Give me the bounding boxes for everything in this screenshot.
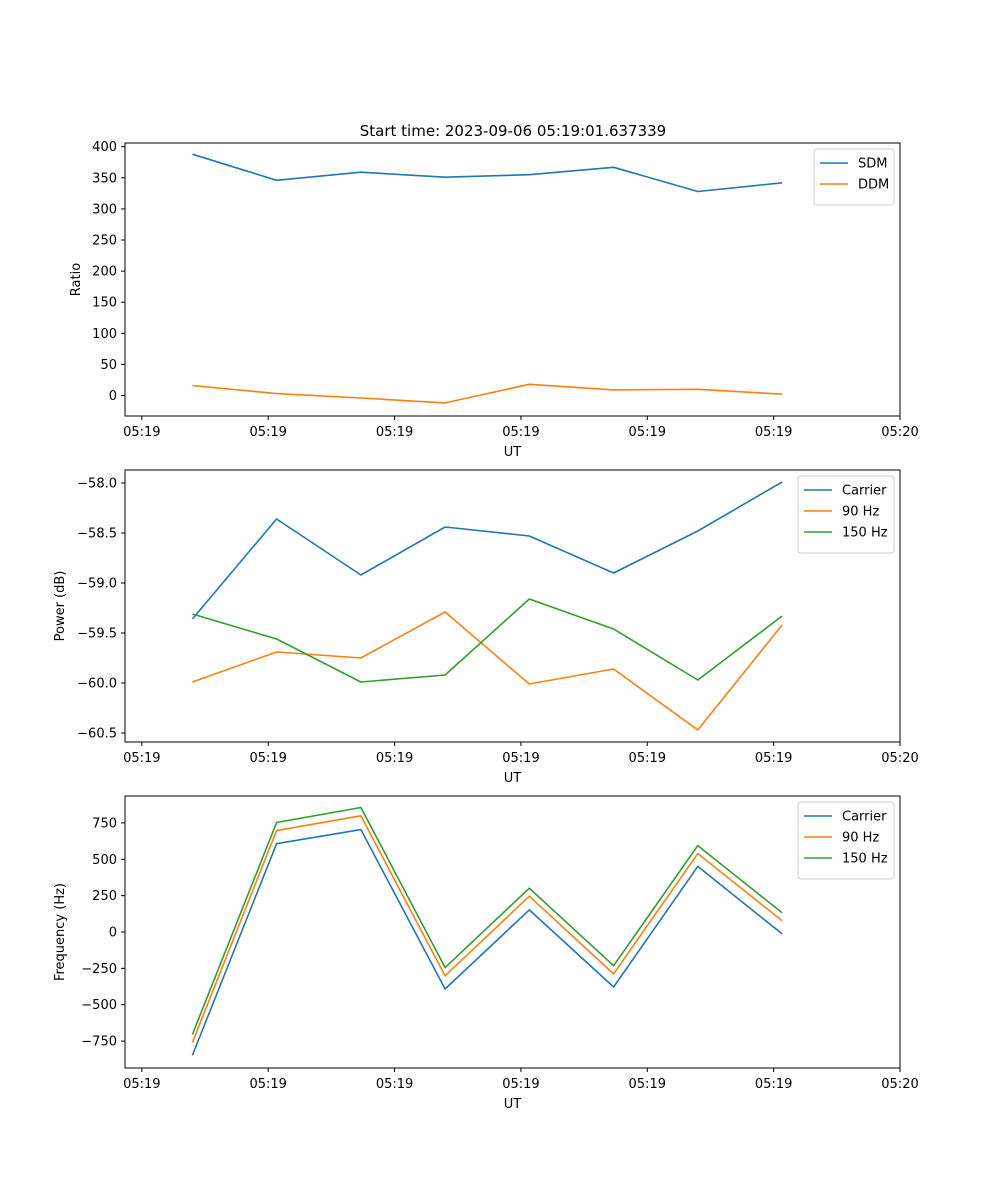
series-line-150-hz [192,598,783,683]
legend-label: 150 Hz [842,852,888,867]
x-tick-label: 05:19 [629,425,666,440]
x-tick-label: 05:20 [881,425,918,440]
y-tick-label: −60.5 [77,727,117,742]
x-tick-label: 05:19 [502,1077,539,1092]
plot-frame [124,469,901,743]
legend-label: 90 Hz [842,831,879,846]
legend: Carrier 90 Hz 150 Hz [797,475,895,554]
x-tick-label: 05:19 [123,751,160,766]
legend-label: DDM [858,178,889,193]
y-tick-label: −59.0 [77,577,117,592]
x-tick-label: 05:19 [376,1077,413,1092]
plot-frame [124,142,901,417]
x-tick-label: 05:19 [123,1077,160,1092]
y-tick-label: 0 [109,389,117,404]
legend-label: 90 Hz [842,505,879,520]
x-axis-label: UT [504,445,522,460]
x-tick-label: 05:19 [755,1077,792,1092]
y-tick-label: −500 [81,998,117,1013]
y-axis-label: Ratio [69,263,84,296]
x-tick-label: 05:19 [376,425,413,440]
x-axis-label: UT [504,1097,522,1112]
legend-label: SDM [858,157,887,172]
legend-box [797,801,895,880]
series-line-carrier [191,828,783,1056]
x-tick-label: 05:19 [629,751,666,766]
x-tick-label: 05:19 [755,425,792,440]
y-tick-label: 50 [100,358,117,373]
x-tick-label: 05:19 [376,751,413,766]
legend-label: Carrier [842,484,887,499]
y-tick-label: −60.0 [77,677,117,692]
frequency-panel: 05:19 05:19 05:19 05:19 05:19 05:19 05:20 −750 −… [53,795,919,1112]
series-line-90-hz [192,611,783,731]
y-tick-label: 300 [92,202,117,217]
series-line-carrier [191,481,783,620]
series-line-90-hz [191,814,783,1043]
plot-frame [124,795,901,1069]
y-tick-label: −58.5 [77,527,117,542]
y-tick-label: −250 [81,962,117,977]
y-tick-label: 250 [92,889,117,904]
ratio-panel: 05:19 05:19 05:19 05:19 05:19 05:19 05:20 0 50 10… [69,140,919,460]
y-tick-label: 150 [92,296,117,311]
y-axis-label: Frequency (Hz) [53,883,68,981]
series-line-150-hz [191,806,783,1035]
y-tick-label: 100 [92,327,117,342]
x-tick-label: 05:19 [249,425,286,440]
y-tick-label: 250 [92,234,117,249]
legend: SDM DDM [813,148,895,206]
x-tick-label: 05:20 [881,751,918,766]
series-line-ddm [192,383,783,404]
series-line-sdm [192,153,783,193]
x-tick-label: 05:19 [755,751,792,766]
x-axis-label: UT [504,771,522,786]
x-tick-label: 05:20 [881,1077,918,1092]
power-panel: 05:19 05:19 05:19 05:19 05:19 05:19 05:20 −60.5… [53,469,919,786]
y-tick-label: −59.5 [77,627,117,642]
y-tick-label: 200 [92,265,117,280]
legend-label: Carrier [842,810,887,825]
y-tick-label: 500 [92,853,117,868]
y-tick-label: 750 [92,816,117,831]
y-tick-label: 0 [109,926,117,941]
x-tick-label: 05:19 [502,751,539,766]
x-tick-label: 05:19 [249,1077,286,1092]
legend: Carrier 90 Hz 150 Hz [797,801,895,880]
x-tick-label: 05:19 [249,751,286,766]
y-tick-label: 350 [92,171,117,186]
y-tick-label: 400 [92,140,117,155]
y-axis-label: Power (dB) [53,571,68,642]
legend-label: 150 Hz [842,526,888,541]
legend-box [797,475,895,554]
chart-title: Start time: 2023-09-06 05:19:01.637339 [360,122,666,140]
x-tick-label: 05:19 [502,425,539,440]
x-tick-label: 05:19 [629,1077,666,1092]
y-tick-label: −750 [81,1035,117,1050]
y-tick-label: −58.0 [77,477,117,492]
x-tick-label: 05:19 [123,425,160,440]
